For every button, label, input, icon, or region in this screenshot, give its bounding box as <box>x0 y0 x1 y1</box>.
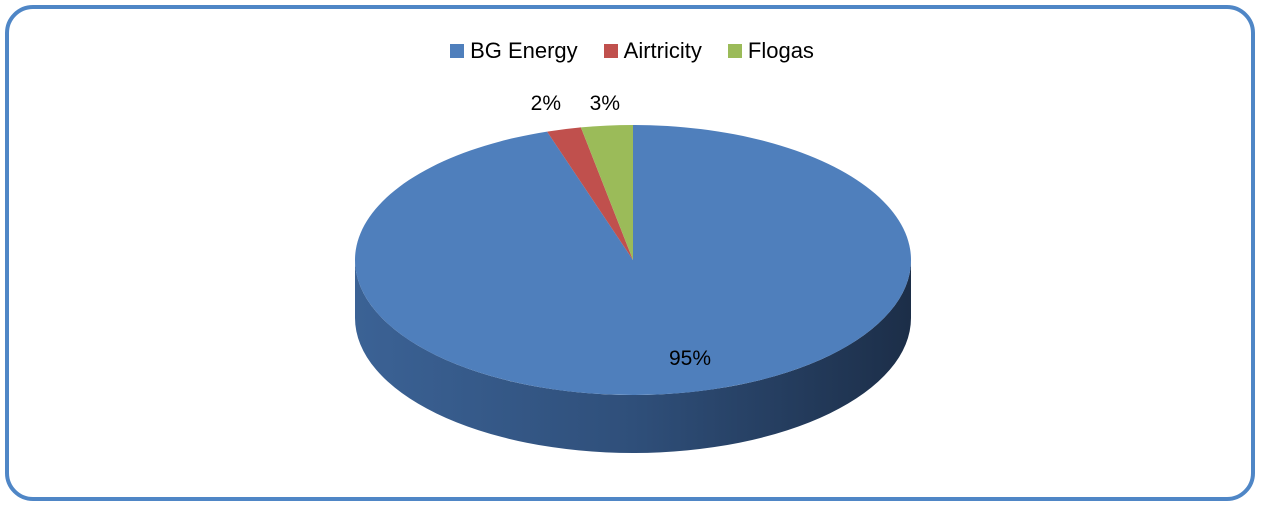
pie-slice-airtricity <box>547 127 633 260</box>
legend-swatch-airtricity <box>603 44 618 58</box>
legend-label-airtricity: Airtricity <box>623 38 702 63</box>
legend-label-bg-energy: BG Energy <box>470 38 578 63</box>
legend-swatch-bg-energy <box>450 44 465 58</box>
pie-side-wall <box>355 260 911 453</box>
chart-legend: BG Energy Airtricity Flogas <box>0 38 1264 64</box>
legend-item-flogas: Flogas <box>727 38 814 64</box>
data-label-airtricity: 2% <box>531 92 561 115</box>
legend-item-airtricity: Airtricity <box>603 38 702 64</box>
legend-swatch-flogas <box>727 44 742 58</box>
legend-label-flogas: Flogas <box>747 38 814 63</box>
pie-slice-flogas <box>580 125 633 260</box>
data-label-flogas: 3% <box>590 92 620 115</box>
legend-item-bg-energy: BG Energy <box>450 38 578 64</box>
data-label-bg-energy: 95% <box>669 347 711 370</box>
